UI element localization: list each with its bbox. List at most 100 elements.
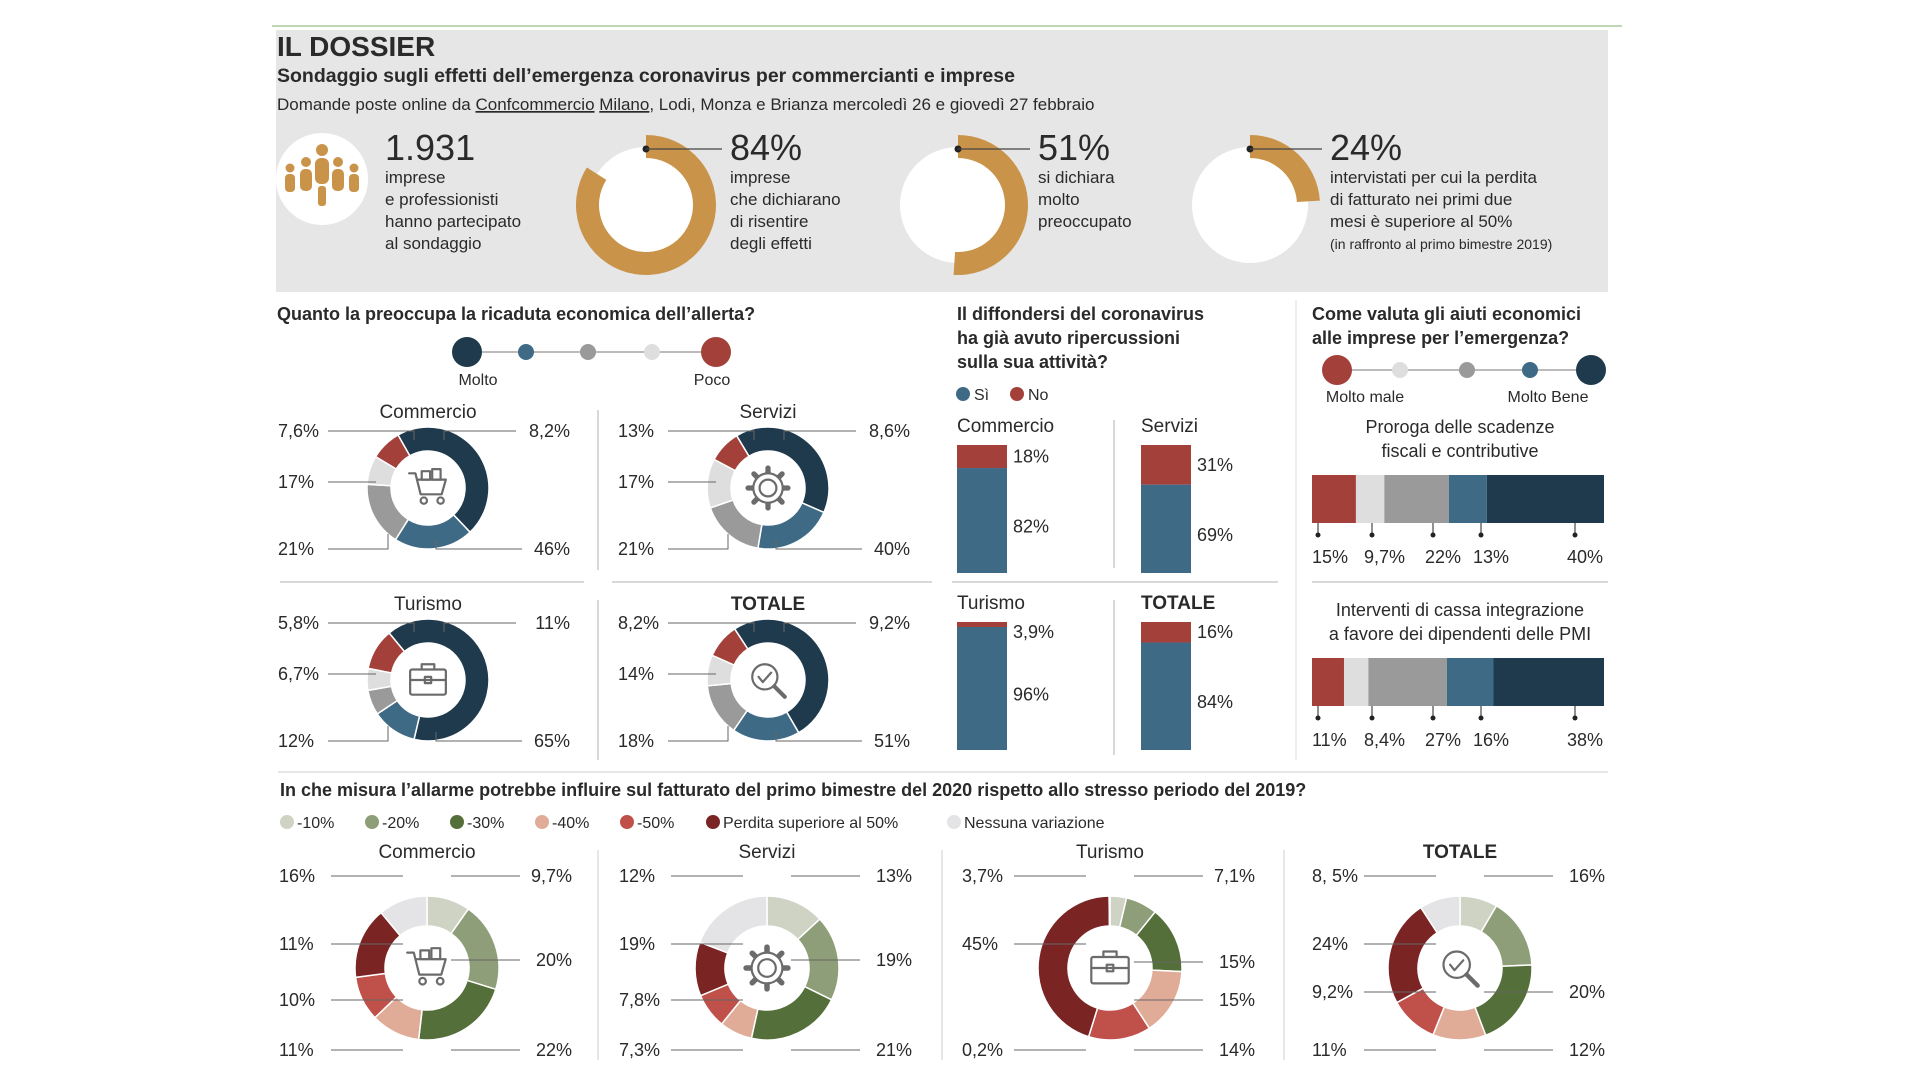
revenue-label: 19% [876, 950, 912, 970]
aid-segment-1 [1312, 658, 1344, 706]
worry-label: 17% [618, 472, 654, 492]
worry-label: 13% [618, 421, 654, 441]
bar-si-label: 82% [1013, 517, 1049, 537]
worry-0-slice-2 [394, 513, 472, 550]
revenue-0-slice-3 [417, 979, 497, 1041]
worry-chart-commercio: Commercio 46% 21% 17% 7,6% 8,2% [278, 402, 570, 559]
worry-label: 46% [534, 539, 570, 559]
impact-title-1: Il diffondersi del coronavirus [957, 304, 1204, 324]
revenue-legend-dot-2 [365, 815, 379, 829]
worry-chart-turismo: Turismo 65% 12% 6,7% 5,8% 11% [278, 594, 570, 751]
bar-no [957, 445, 1007, 469]
aid-tick-dot [1369, 715, 1375, 721]
aid-legend: Molto male Molto Bene [1322, 355, 1606, 406]
gear-icon [745, 465, 791, 511]
worry-3-slice-5 [711, 627, 749, 667]
worry-leader [435, 540, 522, 550]
legend-dot-molto [452, 337, 482, 367]
revenue-label: 11% [279, 934, 314, 954]
revenue-label: 13% [876, 866, 912, 886]
worry-leader [328, 534, 389, 550]
dossier-title: IL DOSSIER [277, 31, 435, 62]
revenue-chart-title: Commercio [378, 842, 475, 863]
impact-chart-totale: TOTALE 16% 84% [1141, 593, 1233, 750]
milano-link[interactable]: Milano [599, 95, 649, 114]
aid-tick-dot [1572, 532, 1578, 538]
aid-label: 40% [1567, 547, 1603, 567]
stat-24-line-2: di fatturato nei primi due [1330, 190, 1512, 209]
worry-leader [775, 540, 862, 550]
revenue-label: 9,2% [1312, 982, 1353, 1002]
revenue-label: 8, 5% [1312, 866, 1358, 886]
bar-si [1141, 642, 1191, 750]
impact-title-2: ha già avuto ripercussioni [957, 328, 1180, 348]
legend-dot-4 [644, 344, 660, 360]
revenue-label: 15% [1219, 952, 1255, 972]
aid-label: 16% [1473, 730, 1509, 750]
bar-no [957, 622, 1007, 627]
aid-label: 13% [1473, 547, 1509, 567]
impact-legend: Sì No [956, 387, 1049, 404]
aid-title-1: Come valuta gli aiuti economici [1312, 304, 1581, 324]
revenue-label: 22% [536, 1040, 572, 1060]
people-icon [285, 144, 359, 206]
aid-chart-1: Proroga delle scadenze fiscali e contribu… [1312, 417, 1604, 567]
aid-segment-1 [1312, 475, 1356, 523]
aid-bar-charts: Proroga delle scadenze fiscali e contribu… [1312, 417, 1604, 750]
stat-donut-3-value-arc [1250, 135, 1320, 203]
revenue-1-slice-7 [698, 895, 768, 954]
worry-chart-title: Turismo [394, 594, 462, 615]
legend-dot-si [956, 387, 970, 401]
subheadline: Domande poste online da Confcommercio Mi… [277, 95, 1094, 114]
participants-line-3: hanno partecipato [385, 212, 521, 231]
stat-51-line-3: preoccupato [1038, 212, 1132, 231]
stat-84-line-2: che dichiarano [730, 190, 841, 209]
bar-si-label: 96% [1013, 684, 1049, 704]
worry-1-slice-1 [735, 426, 830, 514]
subheadline-prefix: Domande poste online da [277, 95, 475, 114]
worry-label: 8,6% [869, 421, 910, 441]
revenue-label: 14% [1219, 1040, 1255, 1060]
revenue-1-slice-3 [750, 985, 833, 1041]
briefcase-icon [1090, 950, 1130, 985]
stat-24-note: (in raffronto al primo bimestre 2019) [1330, 236, 1552, 252]
impact-chart-title: Servizi [1141, 416, 1198, 437]
revenue-legend-label-1: -10% [297, 815, 334, 832]
stat-84-value: 84% [730, 127, 802, 168]
revenue-legend-label-5: -50% [637, 815, 674, 832]
worry-label: 18% [618, 731, 654, 751]
confcommercio-link[interactable]: Confcommercio [475, 95, 594, 114]
revenue-3-slice-3 [1474, 964, 1533, 1037]
aid-segment-5 [1486, 475, 1604, 523]
worry-label: 7,6% [278, 421, 319, 441]
stat-donut-24 [1192, 135, 1322, 263]
briefcase-icon [409, 663, 447, 696]
legend-dot-2 [1392, 362, 1408, 378]
revenue-legend-label-4: -40% [552, 815, 589, 832]
revenue-legend: -10% -20% -30% -40% -50% Perdita superiore al… [280, 815, 1105, 832]
legend-label-si: Sì [974, 387, 989, 404]
revenue-chart-title: Turismo [1076, 842, 1144, 863]
worry-title: Quanto la preoccupa la ricaduta economic… [277, 304, 755, 324]
stat-24-line-1: intervistati per cui la perdita [1330, 168, 1537, 187]
worry-donut [706, 426, 830, 550]
revenue-label: 24% [1312, 934, 1348, 954]
legend-dot-4 [1522, 362, 1538, 378]
revenue-3-slice-7 [1419, 895, 1461, 934]
worry-label: 21% [278, 539, 314, 559]
stat-84-line-4: degli effetti [730, 234, 812, 253]
subheadline-suffix: , Lodi, Monza e Brianza mercoledì 26 e g… [649, 95, 1094, 114]
revenue-label: 12% [619, 866, 655, 886]
revenue-legend-label-7: Nessuna variazione [964, 815, 1105, 832]
revenue-label: 20% [1569, 982, 1605, 1002]
worry-donut [366, 426, 490, 550]
bar-si-label: 69% [1197, 525, 1233, 545]
revenue-label: 45% [962, 934, 998, 954]
stat-participants: 1.931 imprese e professionisti hanno par… [276, 127, 521, 253]
aid-chart-title: Interventi di cassa integrazione [1336, 600, 1584, 620]
participants-line-2: e professionisti [385, 190, 498, 209]
worry-label: 12% [278, 731, 314, 751]
aid-label: 15% [1312, 547, 1348, 567]
bar-no-label: 3,9% [1013, 622, 1054, 642]
aid-tick-dot [1315, 715, 1321, 721]
